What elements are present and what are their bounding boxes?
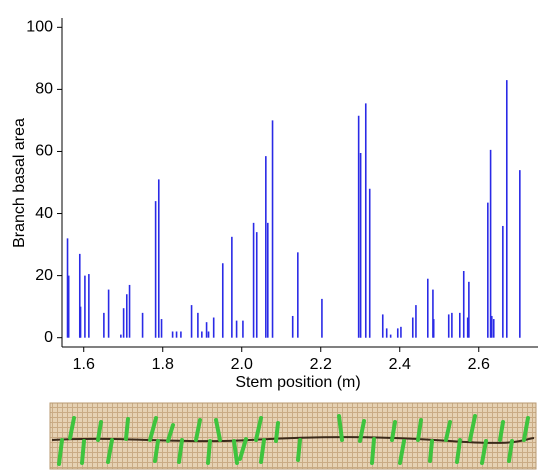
y-tick-label: 40 <box>35 205 53 222</box>
y-tick-label: 100 <box>26 19 53 36</box>
stem-line <box>51 436 535 444</box>
x-tick-label: 2.4 <box>389 356 411 373</box>
x-tick-label: 1.8 <box>152 356 174 373</box>
y-tick-label: 0 <box>44 329 53 346</box>
x-axis-label: Stem position (m) <box>235 374 360 391</box>
x-tick-label: 1.6 <box>73 356 95 373</box>
photo-background <box>49 402 537 470</box>
x-tick-label: 2.2 <box>310 356 332 373</box>
y-axis-label: Branch basal area <box>11 118 28 248</box>
branch-marks <box>57 414 530 466</box>
x-tick-label: 2.6 <box>468 356 490 373</box>
x-tick-label: 2.0 <box>231 356 253 373</box>
stem-photo <box>49 402 537 470</box>
y-tick-label: 80 <box>35 81 53 98</box>
y-tick-label: 60 <box>35 143 53 160</box>
y-tick-label: 20 <box>35 267 53 284</box>
